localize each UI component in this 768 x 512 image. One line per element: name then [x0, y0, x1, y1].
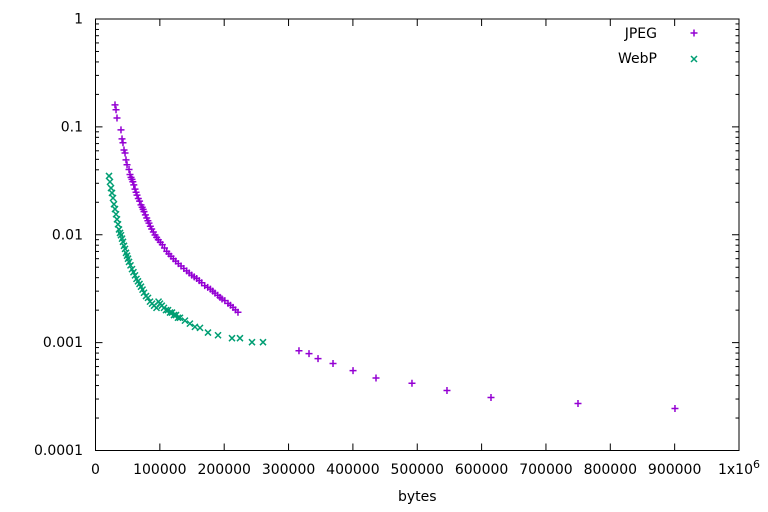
- data-point-jpeg: [487, 393, 495, 401]
- legend-marker-webp-icon: [690, 55, 698, 63]
- data-point-webp: [113, 215, 121, 223]
- data-point-jpeg: [443, 386, 451, 394]
- data-point-webp: [259, 338, 267, 346]
- data-point-webp: [106, 178, 114, 186]
- data-point-webp: [176, 314, 184, 322]
- legend-label-jpeg: JPEG: [624, 26, 657, 42]
- data-point-jpeg: [408, 379, 416, 387]
- data-point-webp: [191, 323, 199, 331]
- data-point-jpeg: [133, 191, 141, 199]
- x-tick-label: 1x106: [718, 458, 760, 478]
- data-point-webp: [186, 320, 194, 328]
- data-point-jpeg: [122, 156, 130, 164]
- data-point-jpeg: [117, 126, 125, 134]
- x-tick-label: 200000: [197, 462, 250, 478]
- data-point-jpeg: [141, 211, 149, 219]
- data-point-webp: [112, 210, 120, 218]
- x-tick-label: 700000: [519, 462, 572, 478]
- data-point-jpeg: [372, 374, 380, 382]
- y-tick-label: 0.0001: [34, 443, 83, 459]
- data-point-jpeg: [131, 185, 139, 193]
- y-tick-label: 0.001: [43, 335, 83, 351]
- x-tick-label: 0: [91, 462, 100, 478]
- data-point-webp: [144, 294, 152, 302]
- data-point-webp: [166, 309, 174, 317]
- data-point-webp: [105, 172, 113, 180]
- data-point-jpeg: [574, 399, 582, 407]
- data-point-jpeg: [129, 178, 137, 186]
- data-point-jpeg: [136, 197, 144, 205]
- data-point-webp: [111, 205, 119, 213]
- data-point-jpeg: [329, 360, 337, 368]
- data-point-jpeg: [305, 350, 313, 358]
- data-point-webp: [114, 220, 122, 228]
- data-point-jpeg: [140, 208, 148, 216]
- y-tick-label: 0.1: [61, 119, 83, 135]
- data-point-webp: [174, 314, 182, 322]
- data-point-webp: [181, 317, 189, 325]
- data-point-webp: [109, 194, 117, 202]
- data-point-jpeg: [349, 367, 357, 375]
- data-point-jpeg: [113, 114, 121, 122]
- x-axis-label: bytes: [398, 489, 437, 505]
- data-point-webp: [248, 338, 256, 346]
- data-point-jpeg: [123, 161, 131, 169]
- data-point-webp: [126, 261, 135, 269]
- data-point-jpeg: [121, 149, 129, 157]
- x-tick-label: 400000: [326, 462, 379, 478]
- data-point-webp: [236, 334, 244, 342]
- data-point-jpeg: [125, 165, 133, 173]
- x-tick-label: 600000: [455, 462, 508, 478]
- data-point-jpeg: [119, 139, 127, 147]
- x-tick-label: 800000: [584, 462, 637, 478]
- data-point-jpeg: [112, 106, 120, 114]
- data-point-webp: [196, 324, 204, 332]
- data-point-webp: [228, 334, 236, 342]
- data-point-jpeg: [118, 135, 126, 143]
- x-tick-label: 100000: [133, 462, 186, 478]
- data-point-jpeg: [314, 355, 322, 363]
- x-tick-label: 300000: [262, 462, 315, 478]
- data-point-webp: [108, 189, 116, 197]
- data-point-jpeg: [671, 405, 679, 413]
- x-tick-label: 500000: [391, 462, 444, 478]
- legend-marker-jpeg-icon: [690, 29, 698, 37]
- legend-label-webp: WebP: [618, 51, 657, 67]
- data-point-webp: [204, 329, 212, 337]
- plot-border: [95, 18, 740, 451]
- data-point-webp: [140, 289, 148, 297]
- x-tick-label: 900000: [648, 462, 701, 478]
- data-point-webp: [214, 331, 222, 339]
- data-point-jpeg: [295, 347, 303, 355]
- data-point-webp: [170, 311, 178, 319]
- data-point-jpeg: [234, 308, 242, 316]
- data-point-jpeg: [130, 181, 138, 189]
- data-point-webp: [162, 306, 170, 314]
- y-tick-label: 1: [74, 12, 83, 28]
- y-tick-label: 0.01: [52, 227, 83, 243]
- data-point-jpeg: [111, 101, 119, 109]
